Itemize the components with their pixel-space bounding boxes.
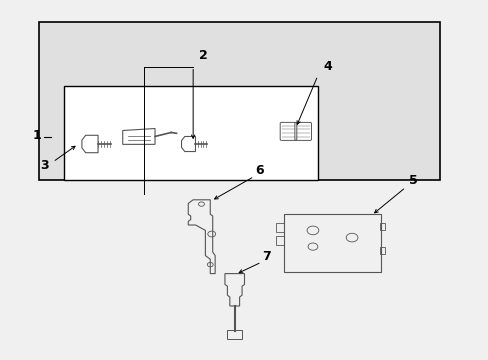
Bar <box>276 223 284 232</box>
Bar <box>380 223 385 230</box>
Text: 4: 4 <box>323 60 331 73</box>
FancyBboxPatch shape <box>39 22 439 180</box>
Text: 7: 7 <box>262 250 270 263</box>
Text: 6: 6 <box>254 164 263 177</box>
FancyBboxPatch shape <box>63 86 317 180</box>
Text: 2: 2 <box>198 49 207 62</box>
Text: 5: 5 <box>408 174 417 186</box>
Text: 3: 3 <box>40 159 48 172</box>
Bar <box>380 247 385 254</box>
Bar <box>276 236 284 245</box>
Text: 1: 1 <box>32 129 41 141</box>
